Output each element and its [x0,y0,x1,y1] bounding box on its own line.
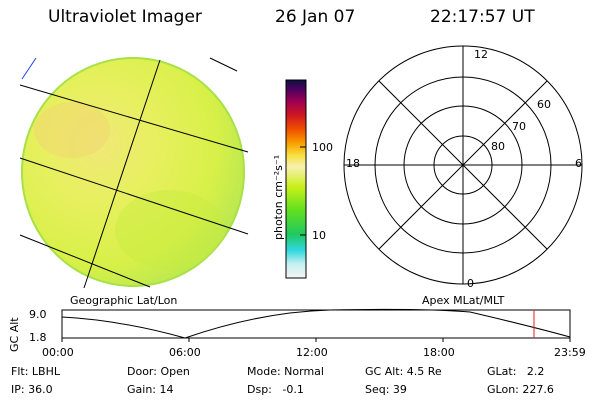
door-info: Door: Open [127,365,190,378]
seq-info: Seq: 39 [365,383,407,396]
colorbar-tick-10: 10 [312,229,326,242]
altitude-xtick: 18:00 [423,346,455,359]
altitude-ytick-min: 1.8 [29,331,47,344]
filter-info: Flt: LBHL [11,365,60,378]
colorbar-unit-label: photon cm⁻²s⁻¹ [272,154,285,240]
blue-edge-marker [21,57,37,80]
altitude-xtick: 06:00 [169,346,201,359]
uv-image-disk [21,57,245,287]
geographic-grid [19,59,249,289]
instrument-title: Ultraviolet Imager [48,7,202,27]
gain-info: Gain: 14 [127,383,174,396]
mlt-label-18: 18 [346,157,360,170]
gc-alt-info: GC Alt: 4.5 Re [365,365,442,378]
altitude-ytick-max: 9.0 [29,308,47,321]
dsp-info: Dsp: -0.1 [247,383,304,396]
polar-plot [343,45,583,285]
altitude-xtick: 12:00 [296,346,328,359]
mlt-label-0: 0 [467,277,474,290]
geographic-caption: Geographic Lat/Lon [70,294,178,307]
altitude-plot [61,308,571,342]
mlat-label-70: 70 [512,120,526,133]
altitude-xtick: 23:59 [554,346,586,359]
edge-marker [209,57,238,72]
colorbar [285,79,307,279]
ip-info: IP: 36.0 [11,383,53,396]
mlt-label-6: 6 [575,157,582,170]
mlat-label-60: 60 [537,98,551,111]
apex-caption: Apex MLat/MLT [422,294,505,307]
colorbar-tick-100: 100 [312,141,333,154]
glon-info: GLon: 227.6 [487,383,554,396]
altitude-xtick: 00:00 [42,346,74,359]
time-label: 22:17:57 UT [430,7,535,27]
mlt-label-12: 12 [474,48,488,61]
glat-info: GLat: 2.2 [487,365,545,378]
date-label: 26 Jan 07 [275,7,356,27]
mode-info: Mode: Normal [247,365,324,378]
altitude-ylabel: GC Alt [8,317,21,352]
mlat-label-80: 80 [491,140,505,153]
